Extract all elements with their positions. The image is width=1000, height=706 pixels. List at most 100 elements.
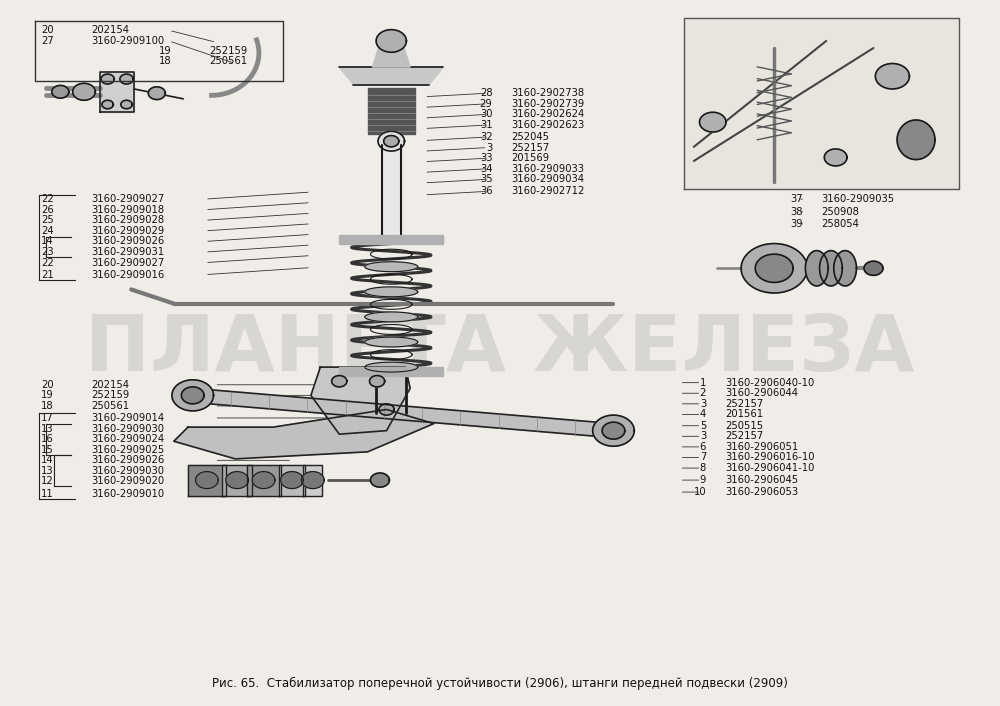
Text: 2: 2 [700, 388, 706, 398]
Polygon shape [196, 472, 218, 489]
Text: 3160-2906016-10: 3160-2906016-10 [725, 453, 815, 462]
Polygon shape [172, 380, 214, 411]
Text: 3160-2909031: 3160-2909031 [92, 247, 165, 257]
Polygon shape [372, 44, 410, 67]
Polygon shape [376, 30, 406, 52]
Text: 35: 35 [480, 174, 492, 184]
Polygon shape [100, 72, 134, 112]
Text: 252157: 252157 [725, 431, 763, 441]
Text: 10: 10 [693, 487, 706, 497]
Text: 30: 30 [480, 109, 492, 119]
Polygon shape [384, 136, 399, 147]
Text: 9: 9 [700, 475, 706, 485]
Polygon shape [805, 251, 828, 286]
Polygon shape [102, 100, 113, 109]
Text: 3160-2909025: 3160-2909025 [92, 445, 165, 455]
Polygon shape [339, 367, 443, 376]
Text: 7: 7 [700, 453, 706, 462]
Text: Рис. 65.  Стабилизатор поперечной устойчивости (2906), штанги передней подвески : Рис. 65. Стабилизатор поперечной устойчи… [212, 677, 788, 690]
Polygon shape [365, 312, 418, 322]
Polygon shape [120, 74, 133, 84]
Polygon shape [226, 472, 248, 489]
Polygon shape [382, 145, 401, 240]
Text: 16: 16 [41, 434, 54, 444]
Polygon shape [593, 415, 634, 446]
Text: 21: 21 [41, 270, 54, 280]
Polygon shape [755, 254, 793, 282]
Polygon shape [379, 404, 394, 415]
Polygon shape [281, 472, 303, 489]
Polygon shape [370, 473, 389, 487]
Text: 3160-2909027: 3160-2909027 [92, 194, 165, 204]
Text: 3: 3 [700, 399, 706, 409]
Polygon shape [897, 120, 935, 160]
Text: 252045: 252045 [511, 132, 549, 142]
Text: 3160-2906045: 3160-2906045 [725, 475, 798, 485]
Text: 3160-2909014: 3160-2909014 [92, 413, 165, 423]
Text: 18: 18 [159, 56, 172, 66]
Text: 201561: 201561 [725, 409, 763, 419]
Text: 250561: 250561 [92, 401, 130, 411]
Text: 22: 22 [41, 194, 54, 204]
Text: 3160-2909026: 3160-2909026 [92, 237, 165, 246]
Text: 258054: 258054 [821, 219, 859, 229]
Text: 25: 25 [41, 215, 54, 225]
Polygon shape [311, 367, 410, 434]
Polygon shape [193, 388, 613, 438]
Text: 23: 23 [41, 247, 54, 257]
Text: 202154: 202154 [92, 25, 130, 35]
Text: 20: 20 [41, 380, 54, 390]
Text: 15: 15 [41, 445, 54, 455]
Text: 1: 1 [700, 378, 706, 388]
Text: 250515: 250515 [725, 421, 763, 431]
Text: 3160-2906053: 3160-2906053 [725, 487, 798, 497]
Text: 6: 6 [700, 442, 706, 452]
Text: 11: 11 [41, 489, 54, 499]
Text: 3160-2906041-10: 3160-2906041-10 [725, 463, 814, 473]
Polygon shape [602, 422, 625, 439]
Text: 27: 27 [41, 36, 54, 46]
Polygon shape [301, 472, 324, 489]
Text: 3160-2909028: 3160-2909028 [92, 215, 165, 225]
Text: 3160-2906044: 3160-2906044 [725, 388, 798, 398]
Text: 20: 20 [41, 25, 54, 35]
Text: 3160-2902739: 3160-2902739 [511, 99, 585, 109]
Text: 3160-2909030: 3160-2909030 [92, 466, 165, 476]
Text: 19: 19 [159, 46, 172, 56]
Text: 29: 29 [480, 99, 492, 109]
Polygon shape [834, 251, 856, 286]
Text: 3160-2902624: 3160-2902624 [511, 109, 585, 119]
Polygon shape [741, 244, 807, 293]
Text: 5: 5 [700, 421, 706, 431]
Polygon shape [188, 465, 226, 496]
Polygon shape [52, 85, 69, 98]
Polygon shape [174, 409, 434, 459]
Polygon shape [279, 465, 305, 496]
Text: 3160-2909030: 3160-2909030 [92, 424, 165, 433]
Polygon shape [824, 149, 847, 166]
Text: 3160-2909010: 3160-2909010 [92, 489, 165, 499]
Text: 4: 4 [700, 409, 706, 419]
Polygon shape [368, 88, 415, 134]
Text: 3160-2909027: 3160-2909027 [92, 258, 165, 268]
Text: 33: 33 [480, 153, 492, 163]
Text: 252157: 252157 [725, 399, 763, 409]
Text: 3160-2909016: 3160-2909016 [92, 270, 165, 280]
Text: 3160-2902623: 3160-2902623 [511, 120, 585, 130]
Polygon shape [222, 465, 252, 496]
Text: 18: 18 [41, 401, 54, 411]
Polygon shape [101, 74, 114, 84]
Text: 3160-2909018: 3160-2909018 [92, 205, 165, 215]
Text: 3160-2909029: 3160-2909029 [92, 226, 165, 236]
Polygon shape [303, 465, 322, 496]
Text: 13: 13 [41, 466, 54, 476]
Text: 3: 3 [700, 431, 706, 441]
Text: 28: 28 [480, 88, 492, 98]
Text: 36: 36 [480, 186, 492, 196]
Text: 3: 3 [486, 143, 492, 152]
Text: 3160-2909033: 3160-2909033 [511, 164, 584, 174]
Polygon shape [700, 112, 726, 132]
Polygon shape [332, 376, 347, 387]
Text: 22: 22 [41, 258, 54, 268]
Text: 3160-2909100: 3160-2909100 [92, 36, 165, 46]
